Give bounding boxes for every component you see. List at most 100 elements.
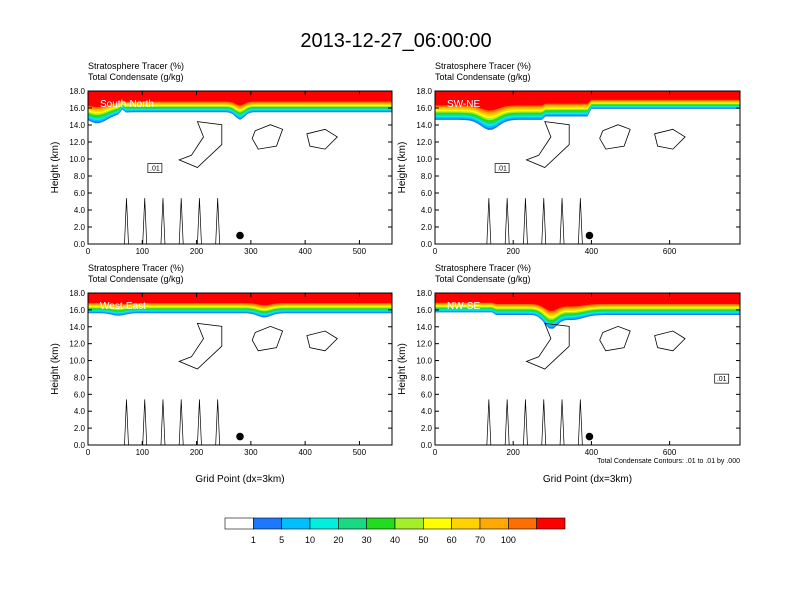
colorbar-label: 70 <box>475 535 485 545</box>
location-marker <box>585 432 594 441</box>
condensate-contour <box>599 325 631 352</box>
panel-subtitle-bottom: Total Condensate (g/kg) <box>88 72 184 82</box>
panel-label: West-East <box>100 301 146 312</box>
y-tick-label: 8.0 <box>421 373 433 382</box>
colorbar-box <box>423 517 452 530</box>
y-tick-label: 0.0 <box>74 441 86 450</box>
condensate-contour <box>654 128 686 150</box>
figure-title: 2013-12-27_06:00:00 <box>300 30 492 52</box>
low-contour <box>178 198 184 245</box>
y-tick-label: 14.0 <box>69 121 85 130</box>
x-tick-label: 200 <box>507 448 521 457</box>
colorbar-label: 60 <box>447 535 457 545</box>
panel-label: NW-SE <box>447 301 480 312</box>
y-tick-label: 18.0 <box>416 289 432 298</box>
y-tick-label: 14.0 <box>416 323 432 332</box>
y-tick-label: 18.0 <box>69 87 85 96</box>
x-tick-label: 600 <box>663 247 677 256</box>
condensate-contour <box>251 325 284 352</box>
colorbar-label: 20 <box>333 535 343 545</box>
low-contour <box>559 399 565 446</box>
colorbar-box <box>281 517 311 530</box>
low-contour <box>541 198 547 245</box>
panel-subtitle-bottom: Total Condensate (g/kg) <box>88 274 184 284</box>
y-tick-label: 0.0 <box>74 240 86 249</box>
y-tick-label: 2.0 <box>74 424 86 433</box>
y-tick-label: 4.0 <box>74 407 86 416</box>
condensate-contour <box>306 128 338 150</box>
low-contour <box>523 198 528 245</box>
plot-frame <box>87 292 393 446</box>
y-tick-label: 4.0 <box>421 407 433 416</box>
y-tick-label: 6.0 <box>74 390 86 399</box>
y-tick-label: 12.0 <box>416 340 432 349</box>
y-tick-label: 8.0 <box>74 172 86 181</box>
contour-label: .01 <box>150 166 160 173</box>
x-tick-label: 500 <box>353 247 367 256</box>
low-contour <box>160 198 166 245</box>
colorbar-box <box>508 517 537 530</box>
y-tick-label: 12.0 <box>416 138 432 147</box>
tracer-band <box>435 91 740 111</box>
plot-frame <box>434 292 741 446</box>
low-contour <box>559 198 565 245</box>
x-tick-label: 300 <box>244 448 258 457</box>
x-tick-label: 400 <box>585 448 599 457</box>
colorbar-label: 100 <box>501 535 516 545</box>
panel-subtitle-top: Stratosphere Tracer (%) <box>435 61 531 71</box>
colorbar-box <box>224 517 254 530</box>
x-tick-label: 400 <box>585 247 599 256</box>
y-tick-label: 2.0 <box>74 223 86 232</box>
tracer-band <box>435 293 740 311</box>
y-tick-label: 2.0 <box>421 223 433 232</box>
y-tick-label: 16.0 <box>69 306 85 315</box>
location-marker <box>585 231 594 240</box>
y-tick-label: 8.0 <box>74 373 86 382</box>
low-contour <box>541 399 547 446</box>
y-tick-label: 8.0 <box>421 172 433 181</box>
y-tick-label: 16.0 <box>416 104 432 113</box>
panel-label: SW-NE <box>447 99 480 110</box>
y-tick-label: 10.0 <box>69 357 85 366</box>
y-tick-label: 0.0 <box>421 240 433 249</box>
low-contour <box>197 198 202 245</box>
x-tick-label: 0 <box>86 448 91 457</box>
y-tick-label: 4.0 <box>74 206 86 215</box>
plot-frame <box>434 90 741 245</box>
x-tick-label: 200 <box>190 448 204 457</box>
tracer-band <box>88 91 392 108</box>
x-tick-label: 0 <box>86 247 91 256</box>
y-tick-label: 6.0 <box>421 390 433 399</box>
contour-label-box <box>494 163 510 173</box>
low-contour <box>178 399 184 446</box>
colorbar-label: 5 <box>279 535 284 545</box>
y-tick-label: 12.0 <box>69 340 85 349</box>
x-tick-label: 100 <box>136 448 150 457</box>
x-tick-label: 400 <box>298 247 312 256</box>
low-contour <box>215 198 221 245</box>
low-contour <box>486 198 492 245</box>
contour-label-box <box>714 373 730 384</box>
y-axis-label: Height (km) <box>50 142 61 194</box>
x-tick-label: 0 <box>433 448 438 457</box>
low-contour <box>215 399 221 446</box>
low-contour <box>578 198 583 245</box>
y-tick-label: 10.0 <box>69 155 85 164</box>
contour-note: Total Condensate Contours: .01 to .01 by… <box>597 458 740 465</box>
colorbar-label: 10 <box>305 535 315 545</box>
low-contour <box>523 399 528 446</box>
condensate-contour <box>178 322 223 370</box>
plot-area <box>88 293 392 445</box>
colorbar-box <box>536 517 566 530</box>
low-contour <box>504 399 510 446</box>
colorbar-label: 1 <box>251 535 256 545</box>
panel-4: 0.0 2.0 4.0 6.0 8.0 10.0 12.0 14.0 16.0 18.0 0 200 4… <box>397 263 741 485</box>
y-axis-label: Height (km) <box>397 142 408 194</box>
colorbar-box <box>253 517 282 530</box>
location-marker <box>236 231 244 240</box>
condensate-contour <box>306 330 338 352</box>
y-tick-label: 18.0 <box>69 289 85 298</box>
y-tick-label: 10.0 <box>416 155 432 164</box>
x-tick-label: 500 <box>353 448 367 457</box>
panel-1: 0.0 2.0 4.0 6.0 8.0 10.0 12.0 14.0 16.0 18.0 0 100 2… <box>50 61 393 256</box>
